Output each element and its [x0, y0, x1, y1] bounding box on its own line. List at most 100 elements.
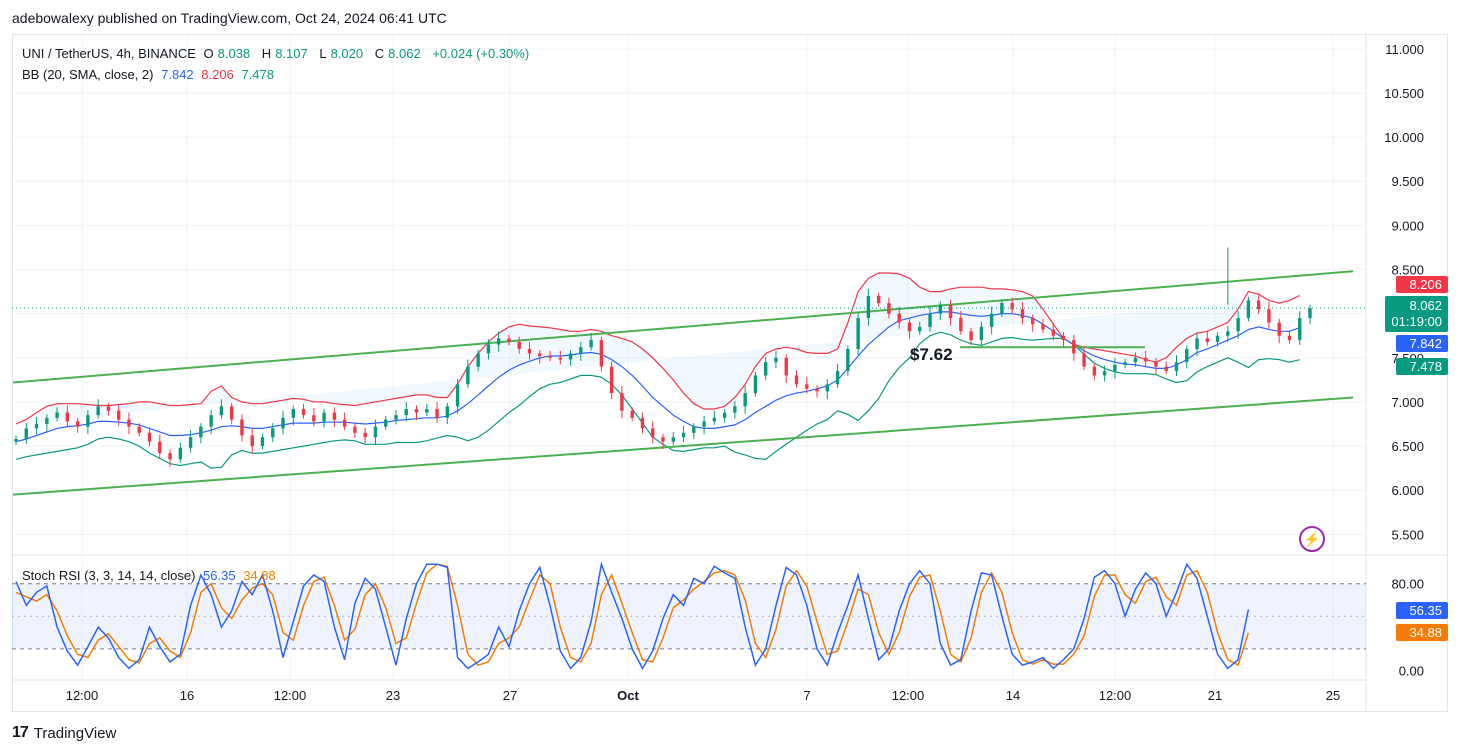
candle-body [1236, 318, 1240, 332]
candle-body [1174, 362, 1179, 372]
candle-body [774, 357, 778, 363]
low-label: L 8.020 [319, 46, 364, 61]
candle-body [24, 428, 28, 440]
bb-basis-value: 7.842 [161, 67, 194, 82]
candle-body [34, 424, 39, 429]
candle-body [959, 318, 963, 332]
lower-band-tag: 7.478 [1396, 358, 1448, 375]
candle-body [147, 432, 152, 442]
candle-body [455, 384, 460, 407]
time-tick-label: 21 [1208, 688, 1222, 703]
rsi-k-value: 56.35 [203, 568, 236, 583]
candle-body [1041, 324, 1045, 330]
flash-icon[interactable]: ⚡ [1299, 526, 1325, 552]
candle-body [86, 415, 90, 427]
candle-body [989, 313, 994, 327]
price-tick-label: 6.500 [1391, 439, 1424, 454]
candle-body [168, 453, 172, 460]
price-tick-label: 9.500 [1391, 174, 1424, 189]
candles [14, 247, 1312, 467]
candle-body [1123, 362, 1127, 365]
candle-body [106, 406, 111, 411]
candle-body [445, 406, 450, 418]
bb-basis-line [15, 311, 1300, 443]
candle-body [158, 441, 162, 454]
candle-body [1308, 308, 1312, 319]
candle-body [1133, 357, 1138, 363]
candle-body [45, 417, 49, 424]
candle-body [1267, 309, 1271, 323]
tradingview-logo-icon: 17 [12, 724, 29, 741]
candle-body [178, 447, 183, 460]
candle-body [527, 348, 532, 354]
candle-body [835, 371, 840, 385]
candle-body [219, 406, 224, 416]
candle-body [1072, 340, 1076, 354]
candle-body [805, 384, 809, 389]
candle-body [1051, 329, 1055, 336]
candle-body [969, 331, 973, 341]
last-price-tag: 8.062 01:19:00 [1385, 296, 1448, 332]
rsi-d-value: 34.88 [243, 568, 276, 583]
brand-name: TradingView [33, 724, 117, 742]
bb-lower-value: 7.478 [241, 67, 275, 82]
candle-body [250, 435, 254, 447]
candle-body [579, 347, 583, 354]
candle-body [712, 417, 717, 422]
upper-band-tag: 8.206 [1396, 276, 1448, 293]
candle-body [1031, 318, 1035, 325]
candle-body [1246, 300, 1251, 319]
candle-body [589, 340, 593, 348]
bb-band-fill [16, 273, 1300, 424]
candle-body [1010, 303, 1014, 310]
candle-body [260, 437, 265, 447]
candle-body [209, 415, 213, 427]
price-tick-label: 10.000 [1384, 130, 1424, 145]
candle-body [753, 375, 758, 394]
candle-body [1195, 338, 1199, 349]
candle-body [784, 357, 788, 376]
candle-body [301, 408, 306, 416]
time-tick-label: 14 [1006, 688, 1020, 703]
candle-body [661, 437, 665, 442]
rsi-legend: Stoch RSI (3, 3, 14, 14, close) 56.35 34… [22, 568, 280, 583]
candle-body [815, 388, 819, 392]
symbol-label: UNI / TetherUS, 4h, BINANCE [22, 46, 196, 61]
candle-body [856, 318, 860, 349]
rsi-tick-label: 80.00 [1391, 577, 1424, 592]
candle-body [640, 417, 645, 429]
candle-body [846, 348, 850, 372]
candle-body [14, 439, 18, 442]
candle-body [353, 426, 357, 433]
candle-body [373, 426, 378, 438]
close-label: C 8.062 [374, 46, 421, 61]
candle-body [394, 415, 398, 420]
time-tick-label: 27 [503, 688, 517, 703]
footer-brand: 17 TradingView [12, 724, 116, 742]
candle-body [928, 313, 932, 327]
time-tick-label: 12:00 [892, 688, 925, 703]
stoch-k-line [15, 561, 1250, 670]
candle-body [671, 437, 675, 442]
candle-body [1298, 318, 1302, 341]
candle-body [414, 408, 419, 413]
candle-body [1154, 361, 1158, 367]
time-tick-label: 23 [386, 688, 400, 703]
bollinger-fill [16, 273, 1300, 424]
candle-body [568, 353, 573, 360]
candle-body [363, 432, 367, 438]
channel-upper-line [12, 270, 1354, 384]
candle-body [404, 408, 408, 416]
candle-body [887, 303, 891, 314]
bb-label: BB (20, SMA, close, 2) [22, 67, 154, 82]
bollinger-lines [15, 272, 1300, 469]
high-label: H 8.107 [261, 46, 308, 61]
candle-body [599, 340, 604, 367]
candle-body [1164, 366, 1168, 372]
candle-body [496, 338, 501, 345]
candle-body [979, 326, 984, 341]
candle-body [1143, 357, 1148, 362]
candle-body [1020, 309, 1025, 319]
candle-body [938, 304, 942, 314]
